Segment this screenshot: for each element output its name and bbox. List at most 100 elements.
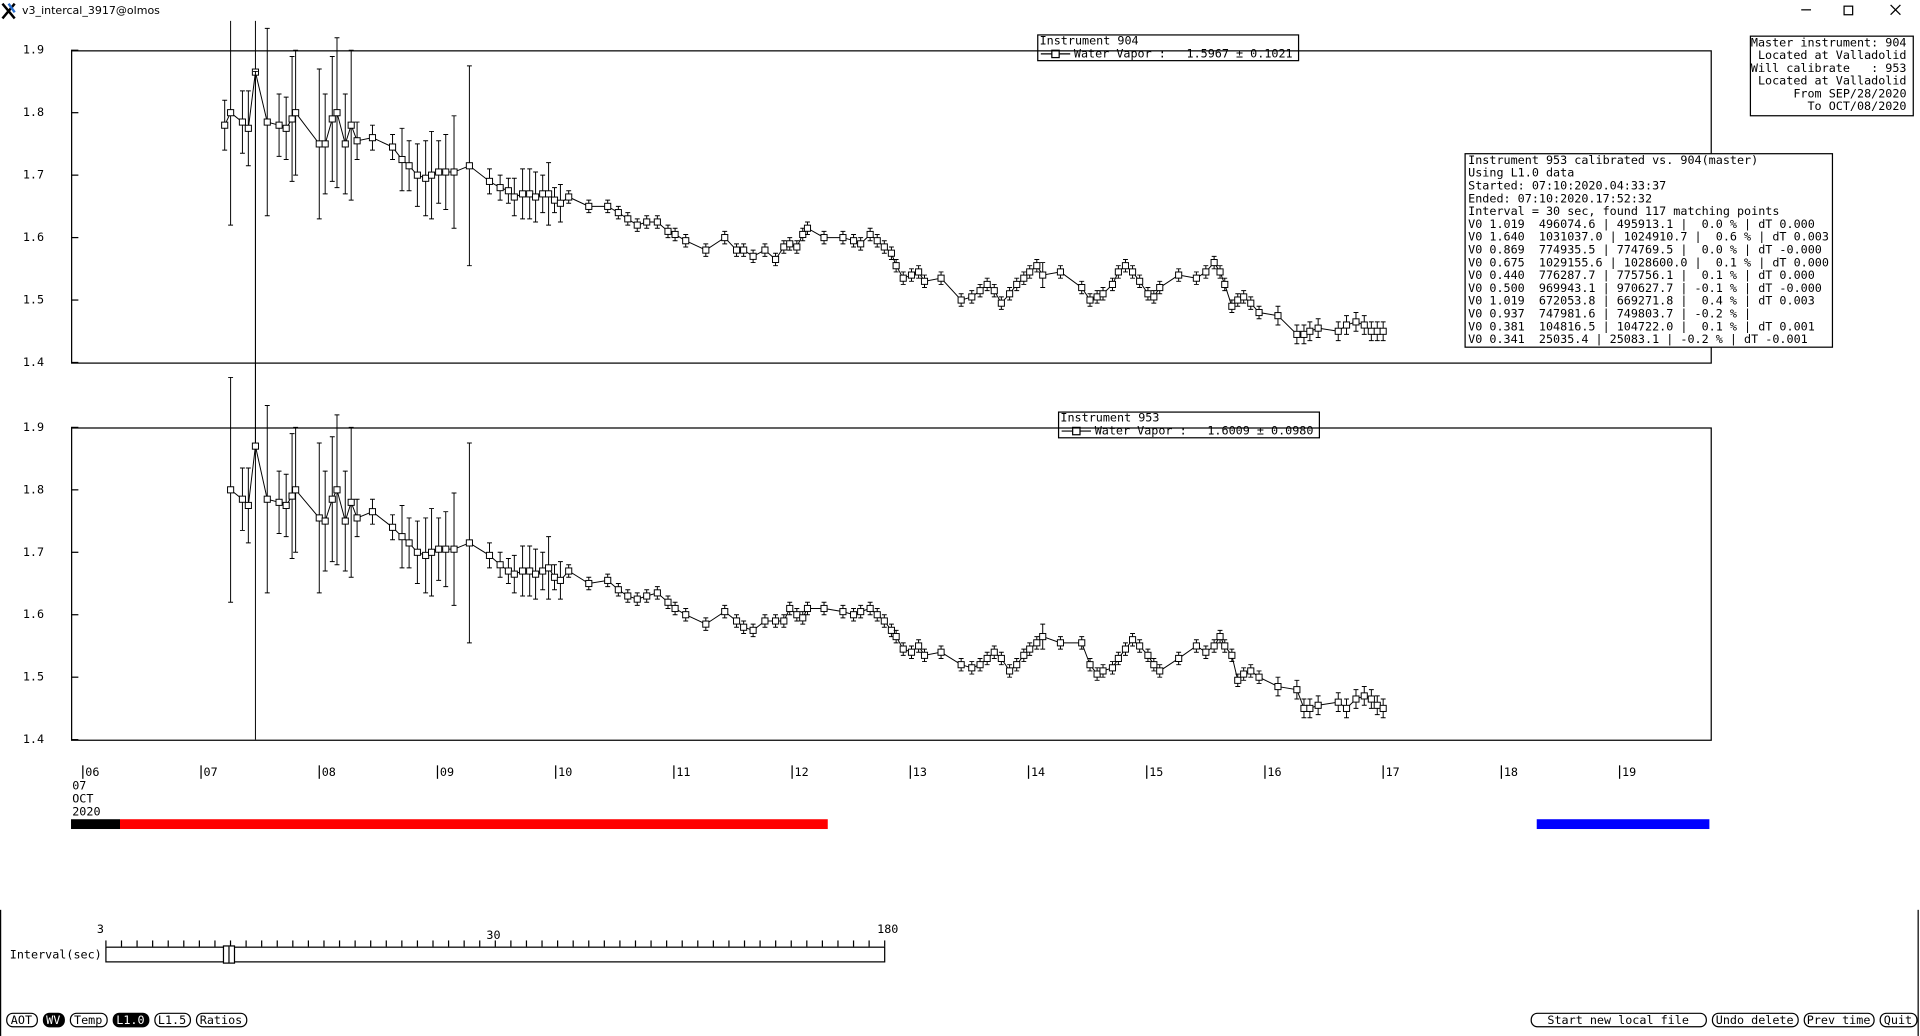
data-point (1121, 262, 1130, 270)
data-point (1216, 268, 1224, 276)
slider-track[interactable] (105, 946, 886, 963)
button[interactable]: L1.5 (154, 1012, 192, 1028)
x-tick-label: 16 (1267, 765, 1281, 779)
data-point (1114, 268, 1122, 276)
data-point (1006, 290, 1014, 298)
button[interactable]: Start new local file (1530, 1012, 1707, 1028)
data-point (793, 611, 801, 619)
data-point (413, 548, 421, 556)
data-point (1352, 695, 1360, 703)
button-frame (154, 1012, 192, 1028)
data-point (565, 567, 573, 575)
data-point (368, 508, 377, 516)
data-point (780, 243, 788, 251)
data-point (990, 648, 998, 656)
data-point (1352, 318, 1360, 326)
button[interactable]: Quit (1879, 1012, 1918, 1028)
legend-label: Water Vapor : (1074, 46, 1166, 60)
data-point (1293, 686, 1301, 694)
data-point (1360, 321, 1368, 329)
button[interactable]: Prev time (1803, 1012, 1875, 1028)
data-point (1306, 704, 1314, 712)
report-line: Instrument 953 calibrated vs. 904(master… (1468, 153, 1758, 167)
data-point (1367, 695, 1375, 703)
data-point (510, 570, 518, 578)
data-point (1300, 704, 1308, 712)
data-point (550, 573, 559, 581)
info-line: Located at Valladolid (1758, 74, 1907, 88)
data-point (976, 661, 984, 669)
data-point (1099, 667, 1107, 675)
x-tick-label: 12 (795, 765, 809, 779)
data-point (761, 617, 769, 625)
legend-title: Instrument 904 (1040, 34, 1139, 48)
data-point (920, 651, 929, 659)
data-point (251, 442, 259, 450)
button[interactable]: Undo delete (1711, 1012, 1799, 1028)
data-point (671, 604, 679, 613)
button[interactable]: WV (42, 1012, 65, 1028)
data-point (957, 661, 965, 669)
x-tick-label: 14 (1031, 765, 1045, 779)
data-point (887, 626, 895, 634)
data-point (1247, 299, 1255, 307)
plot-series (221, 20, 1387, 448)
data-point (880, 243, 888, 251)
button[interactable]: Temp (69, 1012, 108, 1028)
data-point (653, 589, 661, 597)
button-label: Prev time (1807, 1013, 1871, 1027)
data-point (1033, 639, 1041, 647)
data-point (328, 115, 336, 123)
data-point (389, 523, 397, 531)
report-box (1464, 153, 1834, 348)
button-label: Undo delete (1716, 1013, 1794, 1027)
report-line: V0 1.019 672053.8 | 669271.8 | 0.4 % | d… (1468, 294, 1815, 308)
y-tick-label: 1.8 (23, 105, 44, 119)
data-point (1039, 633, 1047, 641)
data-point (997, 299, 1005, 307)
data-point (983, 654, 991, 663)
restore-button[interactable] (1843, 5, 1854, 16)
data-point (442, 545, 450, 553)
data-point (633, 221, 641, 229)
report-line: V0 1.019 496074.6 | 495913.1 | 0.0 % | d… (1468, 217, 1815, 231)
data-point (545, 190, 553, 198)
slider-ticks (105, 940, 886, 947)
data-point (614, 209, 622, 217)
plot-frame (71, 427, 1712, 741)
data-point (1342, 704, 1351, 712)
data-point (820, 604, 828, 613)
data-point (1293, 330, 1301, 338)
report-line: V0 0.381 104816.5 | 104722.0 | 0.1 % | d… (1468, 319, 1815, 333)
data-point (288, 115, 296, 123)
y-tick-label: 1.8 (23, 482, 44, 496)
data-point (786, 240, 794, 248)
data-point (664, 598, 672, 606)
data-point (880, 617, 888, 625)
data-point (238, 118, 246, 126)
data-point (633, 595, 641, 603)
data-point (504, 187, 512, 195)
interval-slider[interactable]: Interval(sec) 3 30 180 (10, 922, 899, 964)
report-line: V0 0.869 774935.5 | 774769.5 | 0.0 % | d… (1468, 243, 1822, 257)
button[interactable]: L1.0 (112, 1012, 150, 1028)
button[interactable]: AOT (6, 1012, 38, 1028)
data-point (732, 246, 741, 254)
data-point (1228, 651, 1236, 659)
data-point (671, 230, 679, 239)
info-line: Master instrument: 904 (1751, 35, 1907, 49)
data-point (1150, 661, 1158, 669)
slider-label: Interval(sec) (10, 948, 102, 962)
data-point (496, 561, 504, 569)
data-point (957, 296, 965, 304)
window-title: v3_intercal_3917@olmos (22, 4, 160, 17)
close-button[interactable] (1890, 4, 1901, 16)
data-point (937, 648, 945, 656)
data-point (740, 246, 748, 254)
data-point (1020, 651, 1028, 659)
data-point (1274, 683, 1282, 691)
data-point (496, 184, 504, 192)
data-point (682, 237, 690, 245)
button[interactable]: Ratios (195, 1012, 248, 1028)
data-point (892, 262, 900, 270)
